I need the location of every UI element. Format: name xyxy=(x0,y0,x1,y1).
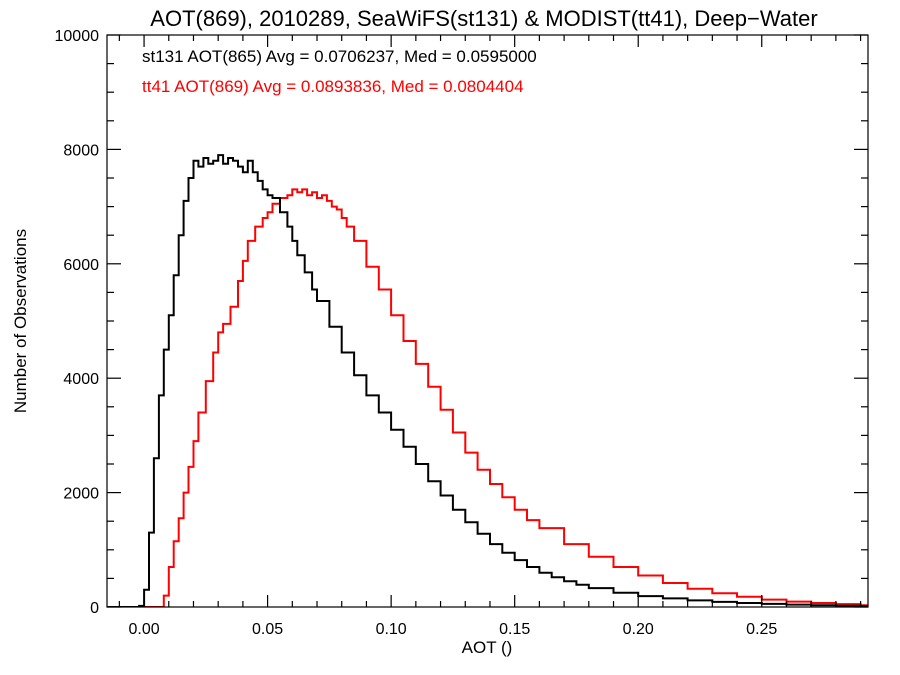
y-tick-label: 0 xyxy=(90,600,99,617)
chart-title: AOT(869), 2010289, SeaWiFS(st131) & MODI… xyxy=(150,6,817,31)
x-axis-label: AOT () xyxy=(462,638,513,657)
x-tick-label: 0.10 xyxy=(376,621,407,638)
series-tt41-histogram xyxy=(107,188,868,607)
y-tick-label: 10000 xyxy=(55,28,100,45)
y-tick-label: 8000 xyxy=(63,142,99,159)
plot-frame xyxy=(106,34,869,608)
series-st131-histogram xyxy=(107,154,868,607)
y-tick-label: 4000 xyxy=(63,371,99,388)
plot-area xyxy=(107,154,868,607)
x-tick-label: 0.05 xyxy=(252,621,283,638)
x-tick-label: 0.00 xyxy=(128,621,159,638)
x-tick-label: 0.20 xyxy=(623,621,654,638)
y-tick-label: 2000 xyxy=(63,486,99,503)
x-axis: 0.00 0.05 0.10 0.15 0.20 0.25 xyxy=(118,35,862,638)
x-tick-label: 0.15 xyxy=(499,621,530,638)
annotation-st131-stats: st131 AOT(865) Avg = 0.0706237, Med = 0.… xyxy=(142,47,537,66)
annotation-tt41-stats: tt41 AOT(869) Avg = 0.0893836, Med = 0.0… xyxy=(142,77,524,96)
y-axis: 0 2000 4000 6000 8000 10000 xyxy=(55,28,868,617)
y-tick-label: 6000 xyxy=(63,257,99,274)
x-tick-label: 0.25 xyxy=(746,621,777,638)
y-axis-label: Number of Observations xyxy=(11,229,30,413)
